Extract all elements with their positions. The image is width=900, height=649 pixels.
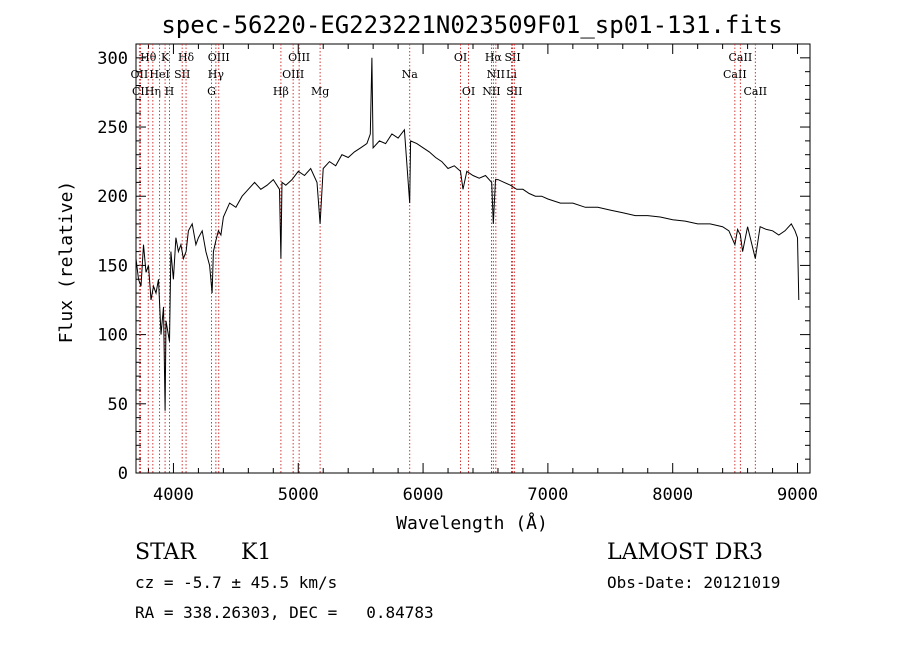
class-label: STAR bbox=[135, 540, 196, 565]
line-marker-label: OIII bbox=[282, 68, 304, 81]
y-tick-label: 200 bbox=[97, 187, 128, 207]
spectrum-line bbox=[135, 57, 800, 411]
line-marker-label: Hα bbox=[485, 51, 503, 64]
line-marker-label: Na bbox=[402, 68, 419, 81]
survey-label: LAMOST DR3 bbox=[607, 540, 763, 565]
x-tick-label: 6000 bbox=[403, 485, 444, 505]
y-tick-label: 0 bbox=[118, 464, 128, 484]
line-marker-label: NII bbox=[487, 68, 505, 81]
line-marker-label: SII bbox=[504, 51, 520, 64]
x-tick-label: 9000 bbox=[777, 485, 818, 505]
line-marker-label: Hγ bbox=[208, 68, 225, 81]
line-marker-label: SII bbox=[174, 68, 190, 81]
x-axis-label: Wavelength (Å) bbox=[396, 512, 548, 534]
y-axis-label: Flux (relative) bbox=[56, 181, 77, 344]
line-marker-label: Hβ bbox=[273, 85, 289, 98]
line-marker-label: OI bbox=[454, 51, 467, 64]
line-marker-label: OIII bbox=[208, 51, 230, 64]
obs-date-text: Obs-Date: 20121019 bbox=[607, 573, 781, 592]
line-marker-label: SII bbox=[506, 85, 522, 98]
y-tick-label: 50 bbox=[108, 395, 128, 415]
x-tick-label: 4000 bbox=[153, 485, 194, 505]
line-marker-label: Hη bbox=[145, 85, 161, 98]
line-marker-label: CaII bbox=[743, 85, 767, 98]
axis-ticks: 4000 5000 6000 7000 8000 9000 0 50 100 150 200 250 3… bbox=[97, 44, 818, 505]
subclass-label: K1 bbox=[241, 540, 272, 565]
line-marker-label: Hδ bbox=[178, 51, 195, 64]
line-marker-label: Hθ bbox=[140, 51, 157, 64]
line-marker-label: CII bbox=[132, 85, 149, 98]
line-marker-label: H bbox=[165, 85, 175, 98]
coordinates-text: RA = 338.26303, DEC = 0.84783 bbox=[135, 603, 434, 622]
line-marker-label: CaII bbox=[723, 68, 747, 81]
redshift-text: cz = -5.7 ± 45.5 km/s bbox=[135, 573, 338, 592]
y-tick-label: 300 bbox=[97, 49, 128, 69]
chart-title: spec-56220-EG223221N023509F01_sp01-131.f… bbox=[161, 11, 782, 39]
line-marker-label: CaII bbox=[729, 51, 753, 64]
line-marker-label: NII bbox=[482, 85, 500, 98]
x-tick-label: 7000 bbox=[527, 485, 568, 505]
line-marker-label: OI bbox=[462, 85, 475, 98]
line-marker-label: HeI bbox=[149, 68, 169, 81]
y-tick-label: 250 bbox=[97, 118, 128, 138]
line-marker-label: OII bbox=[131, 68, 149, 81]
x-tick-label: 5000 bbox=[278, 485, 319, 505]
y-tick-label: 150 bbox=[97, 256, 128, 276]
line-marker-label: G bbox=[207, 85, 216, 98]
line-marker-label: Li bbox=[506, 68, 517, 81]
line-marker-label: OIII bbox=[288, 51, 310, 64]
plot-frame bbox=[135, 43, 811, 474]
line-marker-label: K bbox=[161, 51, 170, 64]
line-marker-label: Mg bbox=[311, 85, 329, 98]
y-tick-label: 100 bbox=[97, 326, 128, 346]
x-tick-label: 8000 bbox=[652, 485, 693, 505]
